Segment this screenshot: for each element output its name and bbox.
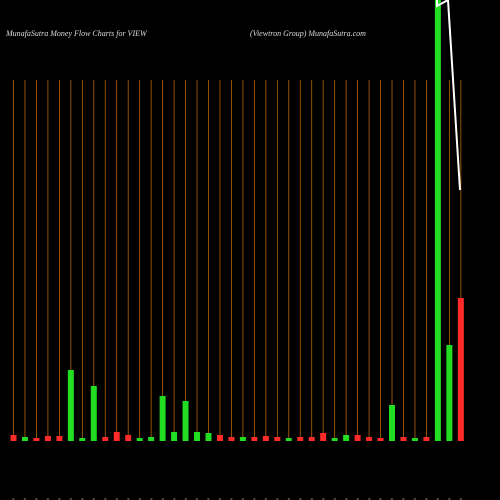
x-tick-label: Mar 13.49% xyxy=(333,497,337,500)
x-tick-label: Ven 17.33% xyxy=(310,497,314,500)
x-tick-label: Mar 14.83% xyxy=(46,497,50,500)
x-tick-label: Lun 14.30% xyxy=(379,497,383,500)
x-tick-label: Mar 17.41% xyxy=(390,497,394,500)
bar xyxy=(10,435,17,441)
bar xyxy=(148,437,155,441)
x-tick-label: Jeu 13.90% xyxy=(184,497,188,500)
x-tick-label: Mar 18.85% xyxy=(103,497,107,500)
x-tick-label: Jeu 13.66% xyxy=(298,497,302,500)
chart-title: MunafaSutra Money Flow Charts for VIEW xyxy=(5,29,148,38)
bar xyxy=(113,432,120,441)
x-tick-label: Ven 16.28% xyxy=(195,497,199,500)
x-tick-label: Lun 12.92% xyxy=(149,497,153,500)
bar xyxy=(125,435,132,441)
x-tick-label: Mar 13.76% xyxy=(276,497,280,500)
x-tick-label: Lun 16.01% xyxy=(12,497,16,500)
x-tick-label: Mar 17.49% xyxy=(161,497,165,500)
x-tick-label: Lun 12.17% xyxy=(264,497,268,500)
bar xyxy=(79,438,86,441)
x-tick-label: Jeu 11.49% xyxy=(413,497,417,500)
bar xyxy=(434,0,441,441)
x-tick-label: Jeu 12.00% xyxy=(126,497,130,500)
x-tick-label: Mer 13.65% xyxy=(115,497,119,500)
bar xyxy=(377,438,384,441)
bar xyxy=(320,433,327,441)
x-tick-label: Lun 14.94% xyxy=(92,497,96,500)
bar xyxy=(354,435,361,441)
x-tick-label: Mer 14.38% xyxy=(230,497,234,500)
chart-subtitle: (Viewtron Group) MunafaSutra.com xyxy=(250,29,366,38)
x-tick-label: Jeu 12.33% xyxy=(356,497,360,500)
bar xyxy=(446,345,453,441)
bar xyxy=(216,435,223,441)
x-tick-label: Mer 12.35% xyxy=(287,497,291,500)
bar xyxy=(159,396,166,441)
bar xyxy=(343,435,350,441)
x-tick-label: Ven 15.47% xyxy=(81,497,85,500)
bar xyxy=(194,432,201,441)
bar xyxy=(400,437,407,441)
bar xyxy=(366,437,373,441)
x-tick-label: Jeu 13.51% xyxy=(241,497,245,500)
bar xyxy=(228,437,235,441)
bar xyxy=(423,437,430,441)
bar xyxy=(67,370,74,441)
bar xyxy=(182,401,189,441)
bar xyxy=(457,298,464,441)
bar xyxy=(411,438,418,441)
x-tick-label: Ven 14.86% xyxy=(138,497,142,500)
bar xyxy=(90,386,97,441)
x-tick-label: Mer 14.26% xyxy=(344,497,348,500)
bar xyxy=(171,432,178,441)
x-tick-label: Mer 13.46% xyxy=(58,497,62,500)
bar xyxy=(285,438,292,441)
x-tick-label: Mer 12.64% xyxy=(402,497,406,500)
x-tick-label: Mer 107.98% xyxy=(459,497,463,500)
bar xyxy=(251,437,258,441)
bar xyxy=(331,438,338,441)
bar xyxy=(262,436,269,441)
x-tick-label: Mar 11.30% xyxy=(35,497,39,500)
bar xyxy=(33,438,40,441)
bar xyxy=(274,437,281,441)
bar xyxy=(56,436,63,441)
bar xyxy=(21,437,28,441)
x-tick-label: Mar 110.96% xyxy=(448,497,452,500)
bar xyxy=(205,433,212,441)
bar xyxy=(308,437,315,441)
x-tick-label: Mar 15.48% xyxy=(218,497,222,500)
bar xyxy=(102,437,109,441)
x-tick-label: Lun 17.04% xyxy=(207,497,211,500)
x-tick-label: Ven 11.85% xyxy=(425,497,429,500)
bar xyxy=(297,437,304,441)
price-line xyxy=(436,0,461,191)
x-tick-label: Lun 12.43% xyxy=(23,497,27,500)
bar xyxy=(239,437,246,441)
x-tick-label: Jeu 22.82% xyxy=(69,497,73,500)
bar xyxy=(389,405,396,441)
x-tick-label: Lun 120.47% xyxy=(436,497,440,500)
bar xyxy=(44,436,51,441)
x-tick-label: Lun 12.00% xyxy=(321,497,325,500)
x-tick-label: Mer 13.76% xyxy=(172,497,176,500)
bar xyxy=(136,438,143,441)
x-tick-label: Ven 12.17% xyxy=(253,497,257,500)
x-tick-label: Ven 13.38% xyxy=(367,497,371,500)
